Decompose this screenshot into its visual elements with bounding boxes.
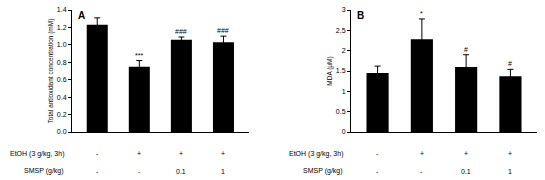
- svg-text:B: B: [357, 10, 364, 21]
- svg-text:1: 1: [508, 168, 512, 175]
- svg-text:0.1: 0.1: [176, 168, 186, 175]
- svg-text:1.5: 1.5: [336, 67, 346, 74]
- svg-text:+: +: [464, 150, 468, 157]
- svg-text:+: +: [508, 150, 512, 157]
- svg-text:2: 2: [342, 47, 346, 54]
- svg-text:0.4: 0.4: [57, 94, 67, 101]
- svg-text:0: 0: [342, 128, 346, 135]
- svg-text:+: +: [420, 150, 424, 157]
- svg-text:#: #: [464, 46, 468, 53]
- svg-text:A: A: [78, 10, 85, 21]
- svg-text:+: +: [221, 150, 225, 157]
- svg-text:3: 3: [342, 6, 346, 13]
- svg-text:1: 1: [342, 88, 346, 95]
- svg-text:1.2: 1.2: [57, 24, 67, 31]
- svg-text:0.5: 0.5: [336, 108, 346, 115]
- svg-text:-: -: [420, 168, 423, 175]
- svg-text:###: ###: [217, 27, 229, 34]
- svg-text:SMSP (g/kg): SMSP (g/kg): [24, 167, 64, 175]
- svg-text:0.6: 0.6: [57, 76, 67, 83]
- svg-text:-: -: [376, 150, 379, 157]
- svg-text:SMSP (g/kg): SMSP (g/kg): [303, 167, 343, 175]
- svg-text:###: ###: [175, 28, 187, 35]
- svg-text:Total antioxidant concentratio: Total antioxidant concentration (mM): [47, 19, 55, 124]
- svg-text:-: -: [138, 168, 141, 175]
- svg-text:+: +: [179, 150, 183, 157]
- svg-text:1: 1: [221, 168, 225, 175]
- svg-text:-: -: [96, 168, 99, 175]
- svg-text:0.1: 0.1: [461, 168, 471, 175]
- svg-text:1.4: 1.4: [57, 6, 67, 13]
- svg-text:0.0: 0.0: [57, 128, 67, 135]
- svg-text:0.8: 0.8: [57, 59, 67, 66]
- svg-text:0.2: 0.2: [57, 111, 67, 118]
- svg-text:*: *: [420, 10, 423, 17]
- svg-text:#: #: [508, 60, 512, 67]
- svg-text:-: -: [96, 150, 99, 157]
- svg-text:+: +: [137, 150, 141, 157]
- svg-text:2.5: 2.5: [336, 27, 346, 34]
- svg-text:***: ***: [135, 52, 143, 59]
- svg-text:EtOH (3 g/kg, 3h): EtOH (3 g/kg, 3h): [289, 150, 343, 158]
- svg-text:EtOH (3 g/kg, 3h): EtOH (3 g/kg, 3h): [10, 150, 64, 158]
- svg-text:-: -: [376, 168, 379, 175]
- svg-text:1.0: 1.0: [57, 41, 67, 48]
- svg-text:MDA (μM): MDA (μM): [326, 56, 334, 85]
